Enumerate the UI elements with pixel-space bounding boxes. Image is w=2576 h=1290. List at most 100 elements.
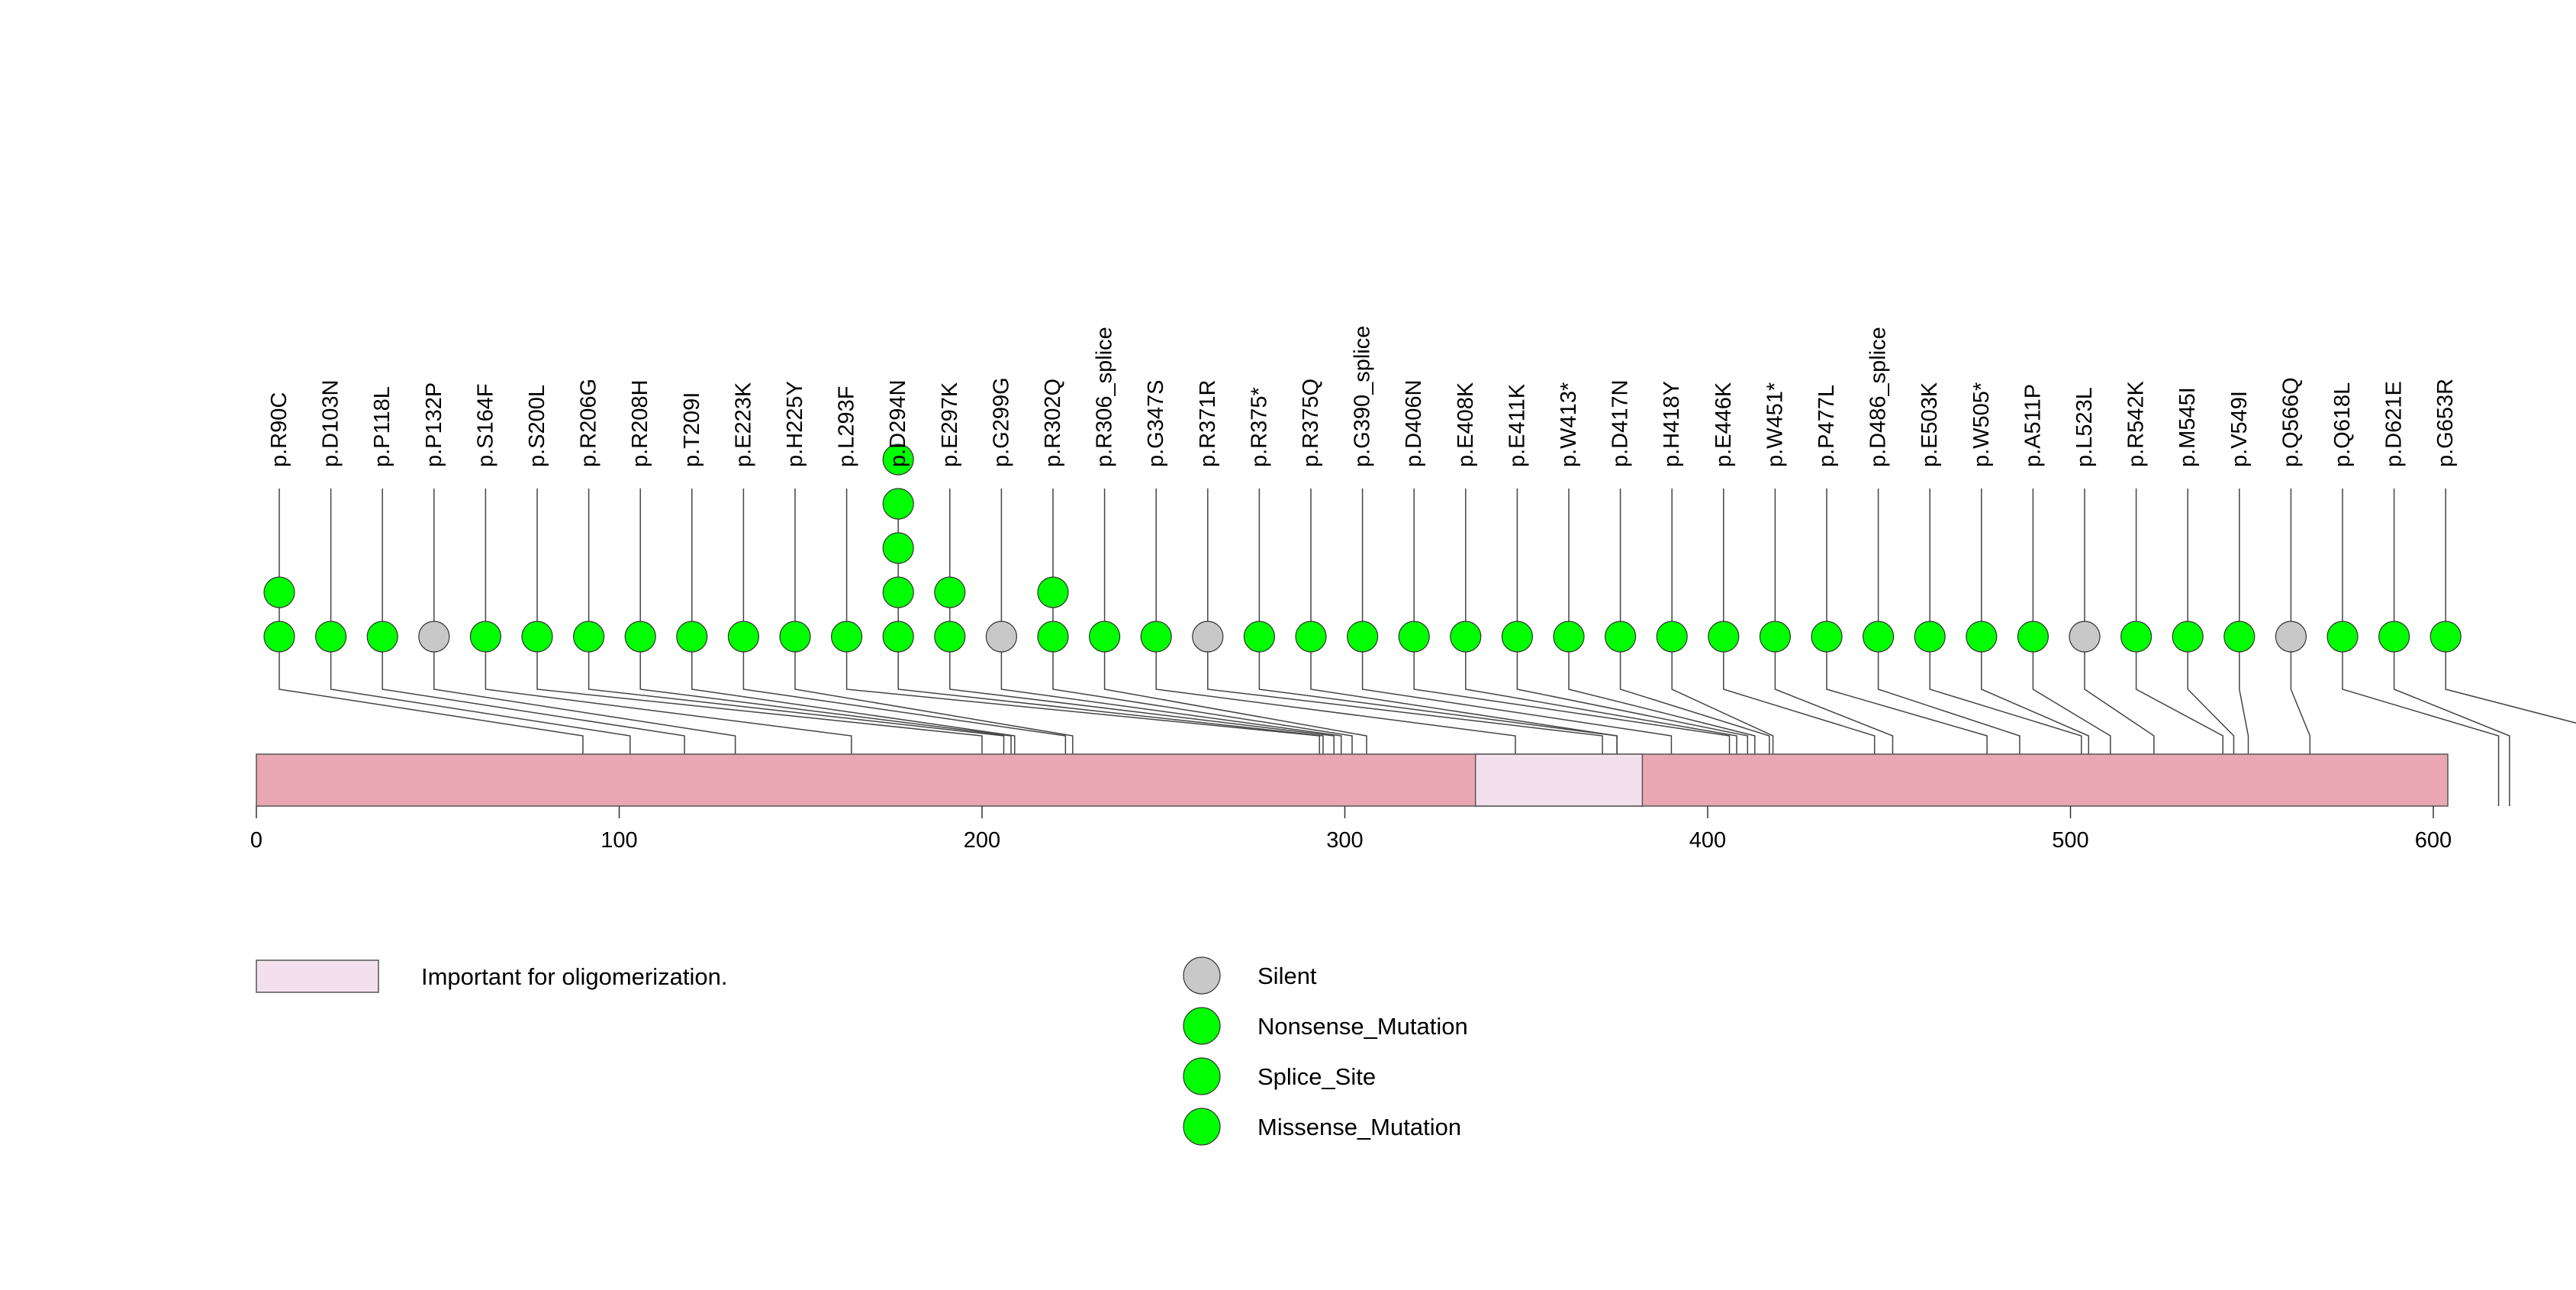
connector-p-q618l bbox=[2342, 652, 2500, 806]
protein-backbone bbox=[256, 753, 2449, 807]
label-p-p477l: p.P477L bbox=[1814, 385, 1839, 467]
protein-track bbox=[256, 753, 2449, 807]
dot-p-t209i bbox=[676, 621, 708, 653]
dot-p-w413 bbox=[1553, 621, 1585, 653]
label-p-w505: p.W505* bbox=[1969, 382, 1994, 467]
tick-label-100: 100 bbox=[601, 828, 637, 853]
dot-p-d294n-3 bbox=[882, 532, 914, 564]
dot-p-e503k bbox=[1914, 621, 1946, 653]
label-p-p132p: p.P132P bbox=[422, 382, 446, 467]
legend-label-splice-site: Splice_Site bbox=[1257, 1063, 1376, 1090]
label-p-e408k: p.E408K bbox=[1454, 382, 1478, 467]
label-p-d294n: p.D294N bbox=[886, 380, 910, 467]
dot-p-g299g bbox=[985, 621, 1018, 653]
dot-p-r90c-2 bbox=[263, 576, 295, 608]
label-p-g299g: p.G299G bbox=[989, 377, 1013, 467]
legend-dot-nonsense-mutation bbox=[1183, 1007, 1221, 1045]
dot-p-r371r bbox=[1192, 621, 1224, 653]
label-p-v549i: p.V549I bbox=[2227, 391, 2252, 467]
dot-p-m545i bbox=[2172, 621, 2204, 653]
dot-p-r375q bbox=[1295, 621, 1327, 653]
dot-p-g653r bbox=[2429, 621, 2462, 653]
label-p-r306-splice: p.R306_splice bbox=[1093, 327, 1117, 467]
legend-dot-splice-site bbox=[1183, 1057, 1221, 1095]
dot-p-h418y bbox=[1656, 621, 1688, 653]
dot-p-d294n bbox=[882, 621, 914, 653]
dot-p-p132p bbox=[418, 621, 450, 653]
dot-p-d294n-4 bbox=[882, 488, 914, 520]
label-p-g347s: p.G347S bbox=[1144, 380, 1168, 467]
label-p-h418y: p.H418Y bbox=[1660, 381, 1684, 467]
label-p-q618l: p.Q618L bbox=[2330, 382, 2355, 467]
dot-p-r375 bbox=[1243, 621, 1276, 653]
dot-p-e446k bbox=[1708, 621, 1740, 653]
dot-p-g347s bbox=[1140, 621, 1172, 653]
dot-p-v549i bbox=[2223, 621, 2256, 653]
dot-p-s200l bbox=[521, 621, 553, 653]
dot-p-e408k bbox=[1450, 621, 1482, 653]
tick-label-300: 300 bbox=[1326, 828, 1363, 853]
dot-p-d294n-5 bbox=[882, 443, 914, 476]
label-p-s164f: p.S164F bbox=[473, 383, 497, 467]
label-p-r375q: p.R375Q bbox=[1299, 379, 1323, 467]
label-p-d103n: p.D103N bbox=[319, 380, 343, 467]
dot-p-l293f bbox=[830, 621, 863, 653]
dot-p-d486-splice bbox=[1863, 621, 1895, 653]
lollipop-stems bbox=[279, 489, 2446, 621]
dot-p-e411k bbox=[1501, 621, 1534, 653]
label-p-h225y: p.H225Y bbox=[783, 381, 807, 467]
dot-p-h225y bbox=[779, 621, 811, 653]
label-p-r542k: p.R542K bbox=[2124, 380, 2149, 467]
label-p-d486-splice: p.D486_splice bbox=[1866, 327, 1891, 467]
label-p-e411k: p.E411K bbox=[1505, 383, 1529, 467]
dot-p-r206g bbox=[572, 621, 605, 653]
dot-p-d103n bbox=[315, 621, 347, 653]
label-p-t209i: p.T209I bbox=[680, 392, 704, 467]
label-p-s200l: p.S200L bbox=[525, 385, 549, 467]
legend: Important for oligomerization. Silent Nons… bbox=[256, 956, 1468, 1146]
label-p-r208h: p.R208H bbox=[628, 380, 652, 467]
label-p-a511p: p.A511P bbox=[2021, 384, 2045, 467]
dot-p-r302q-2 bbox=[1037, 576, 1069, 608]
legend-label-silent: Silent bbox=[1257, 963, 1317, 989]
mutation-labels: p.R90C p.D103N p.P118L p.P132P p.S164F p.S200… bbox=[267, 326, 2458, 467]
dot-p-r208h bbox=[624, 621, 656, 653]
connector-p-d621e bbox=[2393, 652, 2510, 806]
dot-p-w451 bbox=[1759, 621, 1791, 653]
tick-label-600: 600 bbox=[2415, 828, 2452, 853]
label-p-r206g: p.R206G bbox=[577, 379, 601, 467]
label-p-e446k: p.E446K bbox=[1711, 382, 1736, 467]
label-p-q566q: p.Q566Q bbox=[2278, 377, 2303, 467]
label-p-l523l: p.L523L bbox=[2072, 387, 2097, 467]
dot-p-r306-splice bbox=[1088, 621, 1121, 653]
label-p-d621e: p.D621E bbox=[2382, 381, 2407, 467]
label-p-d417n: p.D417N bbox=[1608, 380, 1633, 467]
label-p-w413: p.W413* bbox=[1557, 382, 1581, 467]
tick-label-200: 200 bbox=[964, 828, 1000, 853]
label-p-l293f: p.L293F bbox=[835, 386, 859, 467]
tick-label-400: 400 bbox=[1689, 828, 1726, 853]
label-p-r302q: p.R302Q bbox=[1041, 379, 1065, 467]
dot-p-q566q bbox=[2275, 621, 2307, 653]
label-p-e297k: p.E297K bbox=[938, 382, 962, 467]
dot-p-r90c bbox=[263, 621, 295, 653]
tick-label-0: 0 bbox=[250, 828, 262, 853]
label-p-g390-splice: p.G390_splice bbox=[1351, 326, 1375, 467]
label-p-e503k: p.E503K bbox=[1918, 382, 1942, 467]
dot-p-g390-splice bbox=[1346, 621, 1379, 653]
legend-dot-silent bbox=[1183, 956, 1221, 995]
connector-p-g653r bbox=[2445, 652, 2576, 724]
tick-label-500: 500 bbox=[2052, 828, 2088, 853]
dot-p-p118l bbox=[366, 621, 398, 653]
dot-p-r542k bbox=[2120, 621, 2153, 653]
dot-p-d406n bbox=[1398, 621, 1430, 653]
dot-p-a511p bbox=[2017, 621, 2049, 653]
label-p-r371r: p.R371R bbox=[1196, 380, 1220, 467]
label-p-r90c: p.R90C bbox=[267, 392, 291, 467]
label-p-p118l: p.P118L bbox=[370, 386, 394, 467]
legend-domain-label-0: Important for oligomerization. bbox=[421, 963, 727, 990]
protein-domain-0 bbox=[1474, 753, 1644, 807]
legend-label-missense-mutation: Missense_Mutation bbox=[1257, 1114, 1461, 1140]
label-p-e223k: p.E223K bbox=[731, 382, 755, 467]
